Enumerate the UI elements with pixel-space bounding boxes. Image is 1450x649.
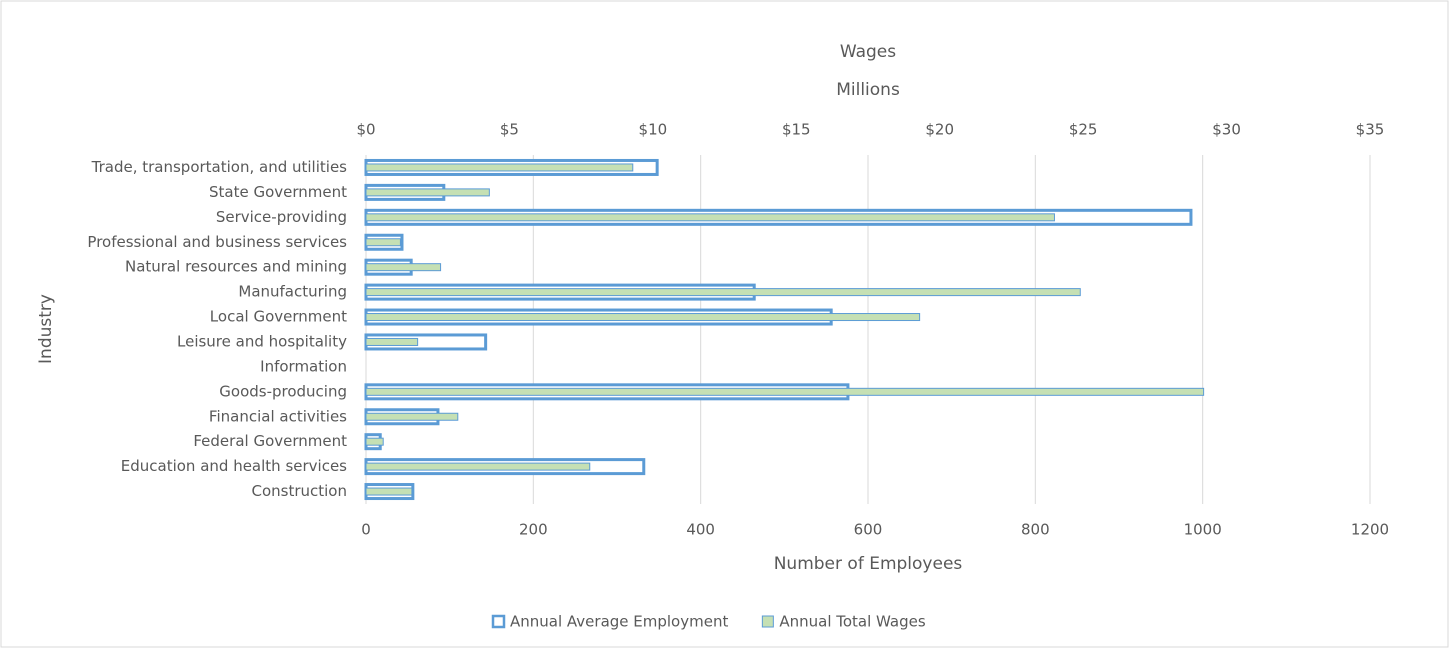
bar — [365, 263, 442, 272]
y-tick-label: Construction — [251, 482, 347, 500]
y-tick-label: State Government — [209, 183, 347, 201]
x2-tick-label: $35 — [1356, 121, 1385, 139]
bar — [365, 213, 1055, 222]
y-tick-label: Trade, transportation, and utilities — [91, 158, 348, 176]
bar — [365, 238, 401, 247]
y-tick-label: Leisure and hospitality — [177, 332, 347, 350]
legend-swatch — [761, 615, 774, 628]
x2-tick-label: $15 — [782, 121, 811, 139]
x-tick-label: 1200 — [1351, 521, 1389, 539]
bar — [365, 163, 634, 172]
bar — [365, 487, 413, 496]
bar — [365, 462, 591, 471]
x-tick-label: 600 — [854, 521, 883, 539]
y-tick-label: Local Government — [210, 308, 347, 326]
legend-label: Annual Total Wages — [779, 613, 926, 631]
legend-label: Annual Average Employment — [510, 613, 728, 631]
x-tick-label: 1000 — [1184, 521, 1222, 539]
x2-tick-label: $5 — [500, 121, 519, 139]
y-tick-label: Natural resources and mining — [125, 258, 347, 276]
x2-tick-label: $0 — [356, 121, 375, 139]
chart-title: Wages — [840, 42, 896, 62]
x2-tick-label: $30 — [1212, 121, 1241, 139]
legend-swatch — [491, 614, 506, 629]
x-axis-title: Number of Employees — [774, 554, 963, 574]
y-tick-label: Professional and business services — [87, 233, 347, 251]
bar — [365, 313, 921, 322]
y-tick-label: Service-providing — [216, 208, 347, 226]
x-tick-label: 800 — [1021, 521, 1050, 539]
y-tick-label: Federal Government — [193, 432, 347, 450]
x-tick-label: 400 — [686, 521, 715, 539]
bar — [365, 337, 419, 346]
x-tick-label: 200 — [519, 521, 548, 539]
bar — [365, 188, 490, 197]
x-tick-label: 0 — [361, 521, 371, 539]
y-tick-label: Information — [260, 357, 347, 375]
y-axis-title: Industry — [36, 294, 56, 364]
x2-tick-label: $10 — [639, 121, 668, 139]
chart-subtitle: Millions — [836, 80, 900, 100]
bar — [365, 412, 459, 421]
y-tick-label: Financial activities — [209, 407, 347, 425]
y-tick-label: Goods-producing — [219, 382, 347, 400]
bar — [365, 437, 384, 446]
bar — [365, 387, 1205, 396]
x2-tick-label: $20 — [925, 121, 954, 139]
y-tick-label: Manufacturing — [238, 283, 347, 301]
bar — [365, 288, 1081, 297]
x2-tick-label: $25 — [1069, 121, 1098, 139]
y-tick-label: Education and health services — [121, 457, 347, 475]
